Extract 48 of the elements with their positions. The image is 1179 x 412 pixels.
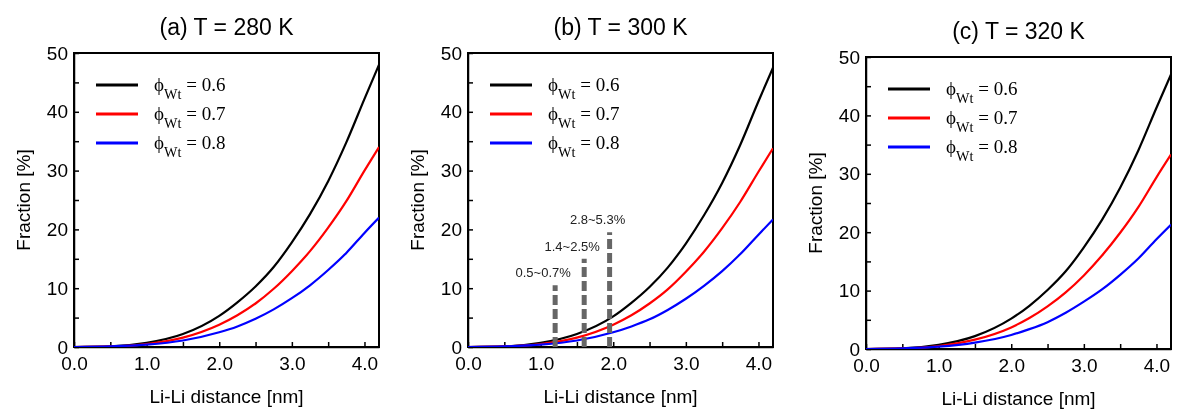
x-tick-label: 2.0 xyxy=(600,353,627,375)
y-tick-label: 40 xyxy=(46,101,68,123)
x-tick-label: 3.0 xyxy=(1071,355,1098,377)
x-axis-title: Li-Li distance [nm] xyxy=(941,388,1096,409)
x-tick-label: 1.0 xyxy=(925,355,953,377)
legend-label: ϕ$_{Wt}$ = 0.7 xyxy=(946,107,1018,135)
x-axis-title: Li-Li distance [nm] xyxy=(543,386,698,407)
x-tick-label: 2.0 xyxy=(206,353,233,375)
y-tick-label: 20 xyxy=(440,218,462,240)
x-tick-label: 1.0 xyxy=(527,353,555,375)
y-tick-label: 30 xyxy=(440,160,462,182)
y-axis-title: Fraction [%] xyxy=(805,152,826,254)
legend-label: ϕ$_{Wt}$ = 0.6 xyxy=(548,74,620,102)
y-tick-label: 10 xyxy=(46,277,68,299)
y-tick-label: 20 xyxy=(46,218,68,240)
y-tick-label: 50 xyxy=(46,42,68,64)
annotation: 0.5~0.7% xyxy=(515,265,572,281)
y-tick-label: 40 xyxy=(838,104,860,126)
x-tick-label: 1.0 xyxy=(133,353,161,375)
legend-label: ϕ$_{Wt}$ = 0.8 xyxy=(548,132,620,160)
legend-label: ϕ$_{Wt}$ = 0.6 xyxy=(946,78,1018,106)
y-axis-title: Fraction [%] xyxy=(13,149,34,251)
x-tick-label: 4.0 xyxy=(1143,355,1171,377)
y-tick-label: 50 xyxy=(440,42,462,64)
x-tick-label: 4.0 xyxy=(745,353,773,375)
y-tick-label: 50 xyxy=(838,46,860,68)
x-tick-label: 4.0 xyxy=(351,353,379,375)
legend-label: ϕ$_{Wt}$ = 0.8 xyxy=(154,132,226,160)
annotation: 2.8~5.3% xyxy=(569,212,626,228)
y-tick-label: 30 xyxy=(46,160,68,182)
chart-title: (b) T = 300 K xyxy=(553,14,689,40)
x-tick-label: 2.0 xyxy=(998,355,1025,377)
y-tick-label: 10 xyxy=(440,277,462,299)
y-axis-title: Fraction [%] xyxy=(407,149,428,251)
legend-label: ϕ$_{Wt}$ = 0.7 xyxy=(154,103,226,131)
y-tick-label: 40 xyxy=(440,101,462,123)
legend-label: ϕ$_{Wt}$ = 0.6 xyxy=(154,74,226,102)
chart-title: (c) T = 320 K xyxy=(952,18,1086,44)
annotation: 1.4~2.5% xyxy=(544,238,601,254)
y-tick-label: 10 xyxy=(838,280,860,302)
x-tick-label: 3.0 xyxy=(673,353,700,375)
chart-title: (a) T = 280 K xyxy=(159,14,295,40)
x-tick-label: 3.0 xyxy=(279,353,306,375)
y-tick-label: 20 xyxy=(838,221,860,243)
legend-label: ϕ$_{Wt}$ = 0.8 xyxy=(946,136,1018,164)
x-axis-title: Li-Li distance [nm] xyxy=(149,386,304,407)
legend-label: ϕ$_{Wt}$ = 0.7 xyxy=(548,103,620,131)
y-tick-label: 30 xyxy=(838,163,860,185)
